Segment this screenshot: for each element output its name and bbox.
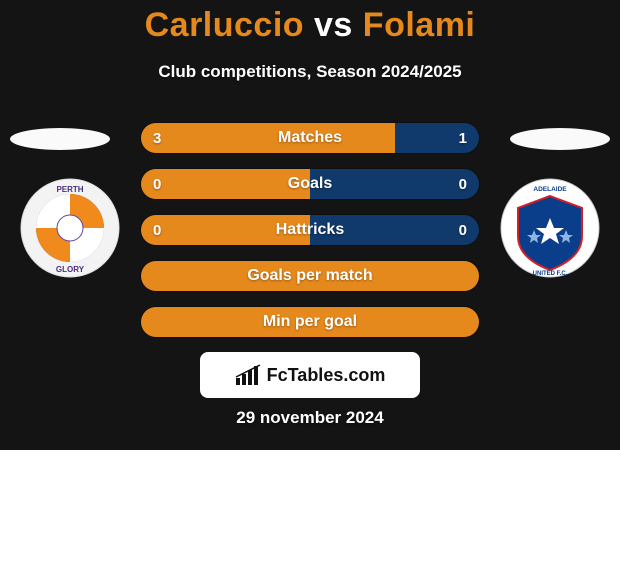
- title-vs: vs: [314, 6, 353, 44]
- bar-row: Hattricks0 0: [140, 214, 480, 246]
- crest-right-svg: ADELAIDE UNITED F.C.: [500, 178, 600, 278]
- bar-value-left: 3: [153, 123, 161, 153]
- comparison-infographic: Carluccio vs Folami Club competitions, S…: [0, 0, 620, 580]
- subtitle: Club competitions, Season 2024/2025: [0, 62, 620, 82]
- background-bottom: [0, 450, 620, 580]
- brand-bars-icon: [235, 364, 261, 386]
- title: Carluccio vs Folami: [0, 6, 620, 45]
- crest-left: PERTH GLORY: [20, 178, 120, 278]
- bars-container: Matches31Goals00Hattricks00Goals per mat…: [140, 122, 480, 352]
- bar-value-right: 1: [459, 123, 467, 153]
- title-right-name: Folami: [363, 6, 476, 44]
- bar-row: Goals per match: [140, 260, 480, 292]
- title-left-name: Carluccio: [145, 6, 304, 44]
- bar-value-right: 0: [459, 215, 467, 245]
- crest-left-svg: PERTH GLORY: [20, 178, 120, 278]
- date-text: 29 november 2024: [0, 408, 620, 428]
- bar-row: Goals0 0: [140, 168, 480, 200]
- bar-row: Matches3 1: [140, 122, 480, 154]
- bar-value-left: 0: [153, 215, 161, 245]
- shadow-left: [10, 128, 110, 150]
- crest-right: ADELAIDE UNITED F.C.: [500, 178, 600, 278]
- bar-value-right: 0: [459, 169, 467, 199]
- bar-label: Goals: [141, 169, 479, 199]
- svg-text:ADELAIDE: ADELAIDE: [533, 186, 567, 193]
- bar-label: Goals per match: [141, 261, 479, 291]
- shadow-right: [510, 128, 610, 150]
- brand-text: FcTables.com: [267, 365, 386, 386]
- bar-label: Min per goal: [141, 307, 479, 337]
- bar-value-left: 0: [153, 169, 161, 199]
- bar-label: Matches: [141, 123, 479, 153]
- svg-text:UNITED F.C.: UNITED F.C.: [533, 271, 568, 277]
- bar-label: Hattricks: [141, 215, 479, 245]
- svg-text:GLORY: GLORY: [56, 265, 85, 274]
- bar-row: Min per goal: [140, 306, 480, 338]
- brand-box: FcTables.com: [200, 352, 420, 398]
- svg-text:PERTH: PERTH: [56, 185, 83, 194]
